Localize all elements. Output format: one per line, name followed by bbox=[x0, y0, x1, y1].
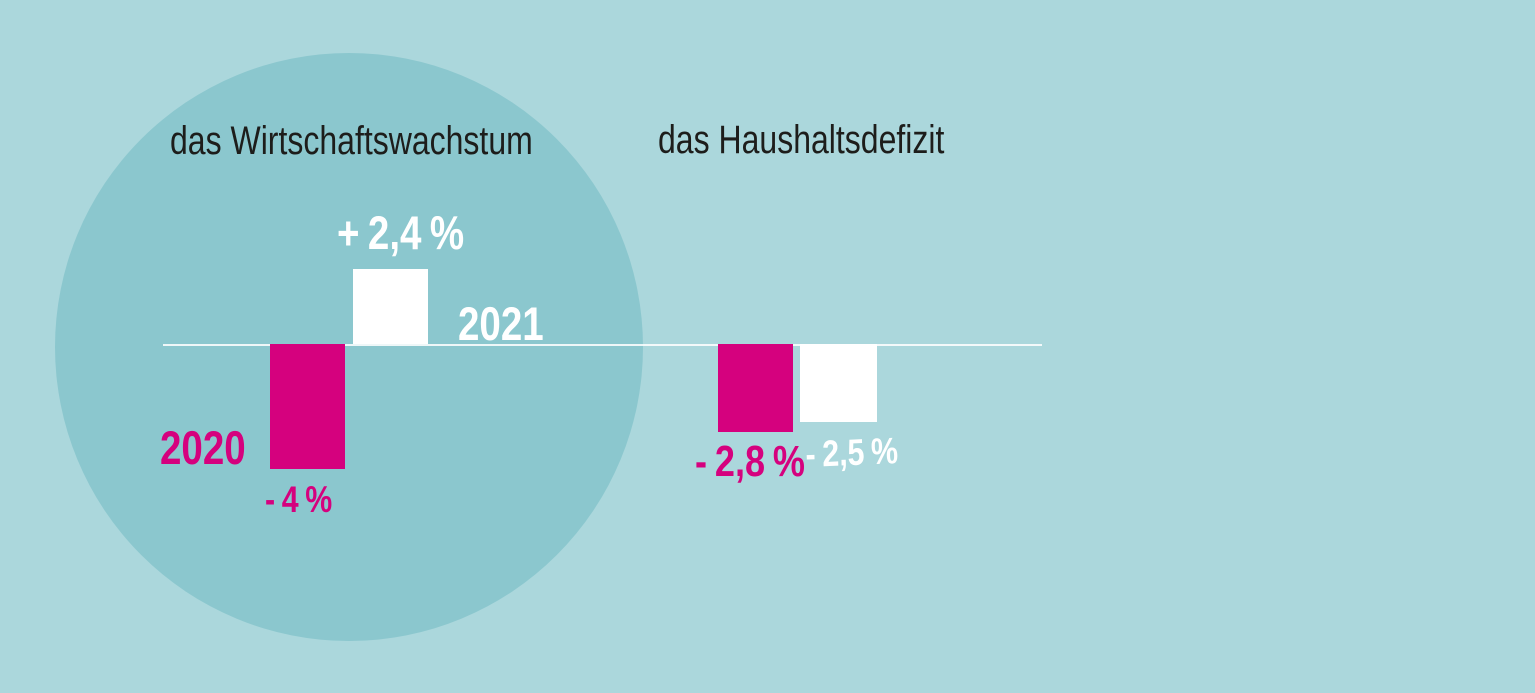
growth-2021-value-label: + 2,4 % bbox=[337, 206, 465, 259]
deficit-2020-bar bbox=[718, 344, 793, 432]
growth-2021-bar bbox=[353, 269, 428, 344]
deficit-2021-value-label: - 2,5 % bbox=[804, 430, 899, 475]
year-2020-label: 2020 bbox=[160, 421, 246, 474]
year-2021-label: 2021 bbox=[458, 297, 544, 350]
growth-2020-bar bbox=[270, 344, 345, 469]
deficit-2021-bar bbox=[800, 344, 877, 423]
background-circle bbox=[55, 53, 643, 641]
growth-chart-title: das Wirtschaftswachstum bbox=[170, 119, 533, 163]
zero-baseline bbox=[163, 344, 1042, 346]
growth-2020-value-label: - 4 % bbox=[265, 479, 333, 520]
deficit-2020-value-label: - 2,8 % bbox=[695, 437, 805, 486]
deficit-chart-title: das Haushaltsdefizit bbox=[658, 118, 945, 162]
